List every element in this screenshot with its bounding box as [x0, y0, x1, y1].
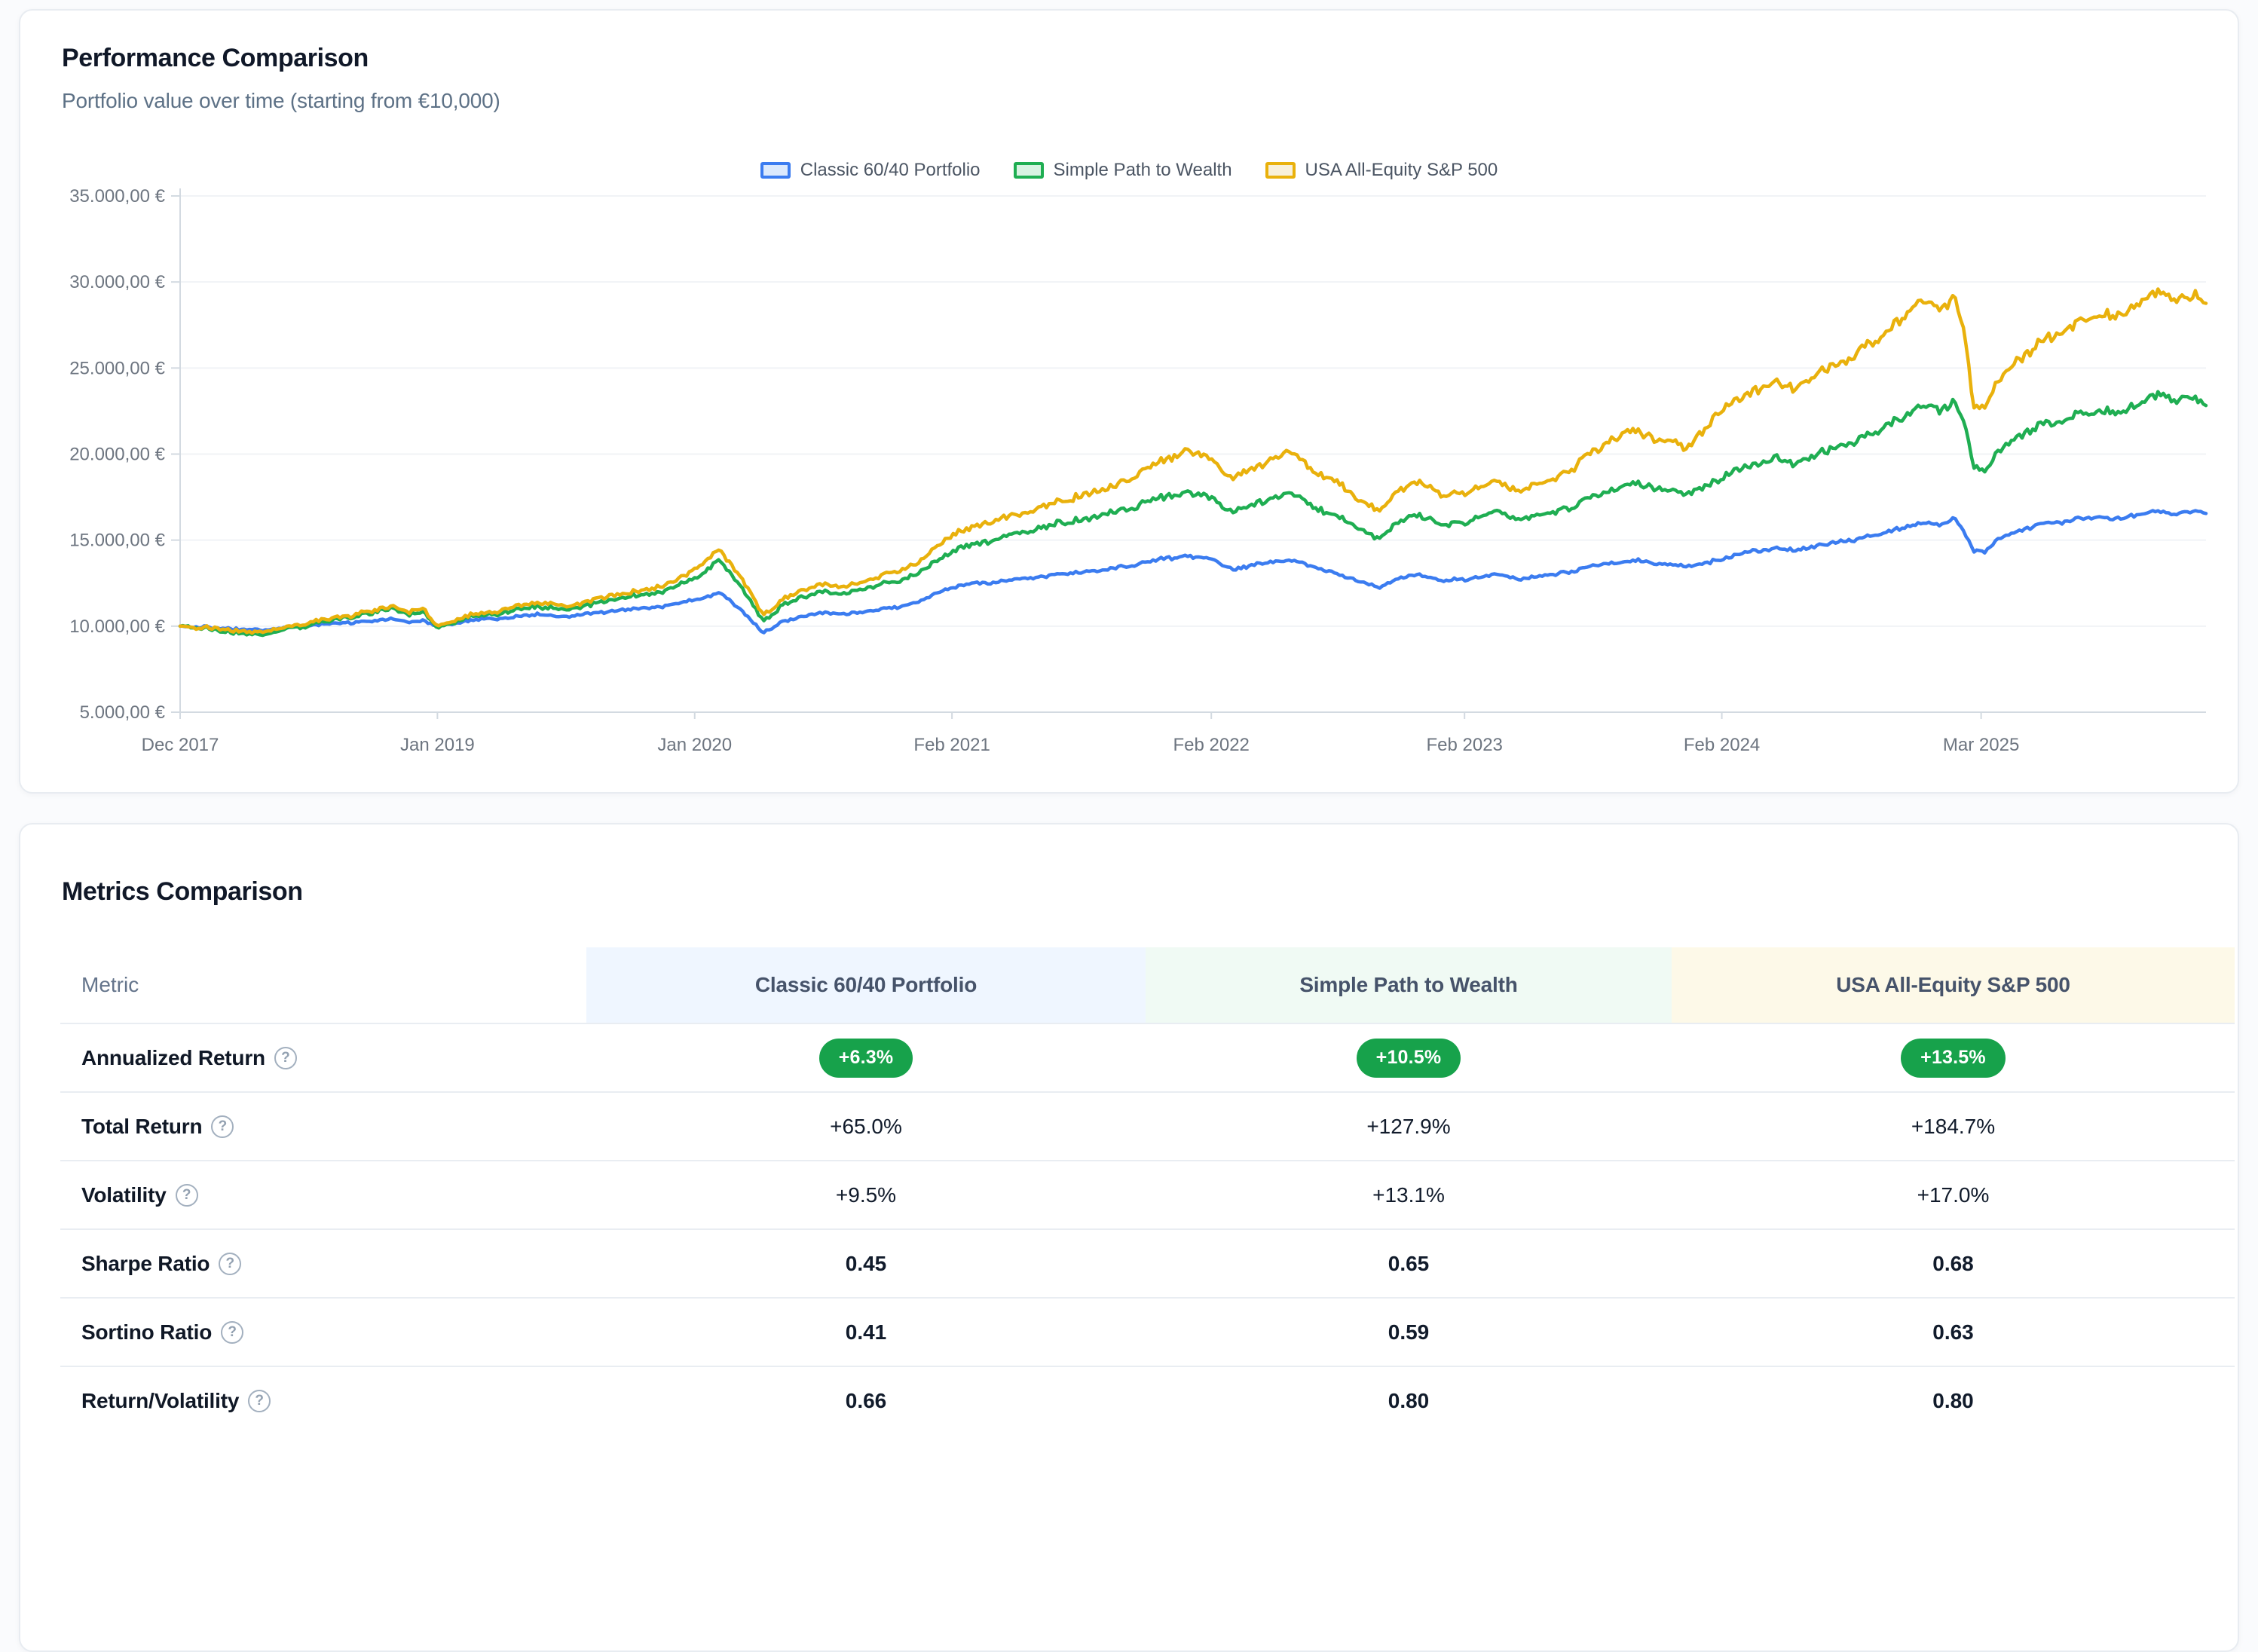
metric-value: +13.1%	[1372, 1182, 1445, 1207]
column-header-classic-6040: Classic 60/40 Portfolio	[586, 947, 1146, 1023]
metrics-comparison-card: Metrics Comparison Metric Classic 60/40 …	[19, 823, 2239, 1652]
legend-swatch-yellow	[1265, 162, 1296, 179]
legend-item-usa-sp500[interactable]: USA All-Equity S&P 500	[1265, 160, 1498, 181]
metric-value: 0.45	[845, 1251, 887, 1275]
help-icon[interactable]: ?	[175, 1183, 198, 1207]
x-axis-label: Feb 2023	[1426, 735, 1502, 755]
y-axis-label: 30.000,00 €	[69, 272, 165, 292]
x-axis-label: Feb 2021	[913, 735, 990, 755]
return-badge: +10.5%	[1356, 1038, 1461, 1078]
performance-chart[interactable]: 35.000,00 € 30.000,00 € 25.000,00 € 20.000,…	[20, 11, 2241, 795]
performance-comparison-card: Performance Comparison Portfolio value o…	[19, 9, 2239, 794]
y-axis-label: 10.000,00 €	[69, 616, 165, 637]
table-row-return-volatility: Return/Volatility ? 0.66 0.80 0.80	[60, 1366, 2235, 1434]
metric-value: +17.0%	[1917, 1182, 1990, 1207]
y-axis-label: 20.000,00 €	[69, 445, 165, 465]
legend-item-classic-6040[interactable]: Classic 60/40 Portfolio	[760, 160, 981, 181]
metric-value: 0.66	[845, 1388, 887, 1412]
table-row-total-return: Total Return ? +65.0% +127.9% +184.7%	[60, 1091, 2235, 1160]
table-row-annualized-return: Annualized Return ? +6.3% +10.5% +13.5%	[60, 1023, 2235, 1091]
table-row-sharpe-ratio: Sharpe Ratio ? 0.45 0.65 0.68	[60, 1228, 2235, 1297]
x-axis-label: Feb 2022	[1173, 735, 1249, 755]
help-icon[interactable]: ?	[221, 1320, 244, 1344]
metrics-title: Metrics Comparison	[62, 877, 303, 906]
metric-label: Volatility	[81, 1182, 167, 1207]
table-row-volatility: Volatility ? +9.5% +13.1% +17.0%	[60, 1160, 2235, 1228]
metric-value: 0.63	[1932, 1320, 1974, 1344]
legend-swatch-green	[1013, 162, 1044, 179]
y-axis-label: 35.000,00 €	[69, 186, 165, 206]
metric-value: 0.80	[1388, 1388, 1430, 1412]
x-axis-label: Mar 2025	[1943, 735, 2019, 755]
x-axis-label: Feb 2024	[1684, 735, 1760, 755]
help-icon[interactable]: ?	[219, 1252, 242, 1275]
metric-label: Annualized Return	[81, 1045, 265, 1069]
return-badge: +13.5%	[1901, 1038, 2006, 1078]
series-line-1	[178, 390, 2208, 638]
metric-label: Sortino Ratio	[81, 1320, 213, 1344]
metric-value: 0.59	[1388, 1320, 1430, 1344]
metric-label: Return/Volatility	[81, 1388, 240, 1412]
y-axis-label: 5.000,00 €	[80, 702, 166, 723]
return-badge: +6.3%	[818, 1038, 913, 1078]
page-title: Performance Comparison	[62, 44, 369, 72]
series-line-0	[178, 509, 2208, 635]
help-icon[interactable]: ?	[274, 1046, 297, 1069]
metric-value: +65.0%	[830, 1114, 902, 1138]
x-axis-label: Dec 2017	[142, 735, 219, 755]
metric-value: +9.5%	[835, 1182, 897, 1207]
x-axis-label: Jan 2020	[657, 735, 732, 755]
legend-item-simple-path[interactable]: Simple Path to Wealth	[1013, 160, 1232, 181]
metric-value: +127.9%	[1366, 1114, 1451, 1138]
metric-value: 0.65	[1388, 1251, 1430, 1275]
metric-label: Sharpe Ratio	[81, 1251, 210, 1275]
column-header-simple-path: Simple Path to Wealth	[1146, 947, 1672, 1023]
table-row-sortino-ratio: Sortino Ratio ? 0.41 0.59 0.63	[60, 1297, 2235, 1366]
column-header-usa-sp500: USA All-Equity S&P 500	[1672, 947, 2235, 1023]
help-icon[interactable]: ?	[248, 1389, 271, 1412]
metric-value: 0.80	[1932, 1388, 1974, 1412]
metric-value: 0.41	[845, 1320, 887, 1344]
legend-swatch-blue	[760, 162, 791, 179]
x-axis-label: Jan 2019	[400, 735, 475, 755]
help-icon[interactable]: ?	[211, 1115, 234, 1138]
y-axis-label: 25.000,00 €	[69, 358, 165, 378]
chart-legend: Classic 60/40 Portfolio Simple Path to W…	[20, 160, 2238, 181]
y-axis-label: 15.000,00 €	[69, 531, 165, 551]
metric-label: Total Return	[81, 1114, 203, 1138]
column-header-metric: Metric	[81, 973, 139, 996]
series-line-2	[178, 287, 2208, 635]
legend-label: USA All-Equity S&P 500	[1305, 160, 1498, 180]
chart-subtitle: Portfolio value over time (starting from…	[62, 89, 500, 112]
metric-value: +184.7%	[1911, 1114, 1996, 1138]
metric-value: 0.68	[1932, 1251, 1974, 1275]
metrics-table: Metric Classic 60/40 Portfolio Simple Pa…	[60, 947, 2235, 1434]
table-header-row: Metric Classic 60/40 Portfolio Simple Pa…	[60, 947, 2235, 1023]
legend-label: Simple Path to Wealth	[1053, 160, 1232, 180]
legend-label: Classic 60/40 Portfolio	[800, 160, 981, 180]
